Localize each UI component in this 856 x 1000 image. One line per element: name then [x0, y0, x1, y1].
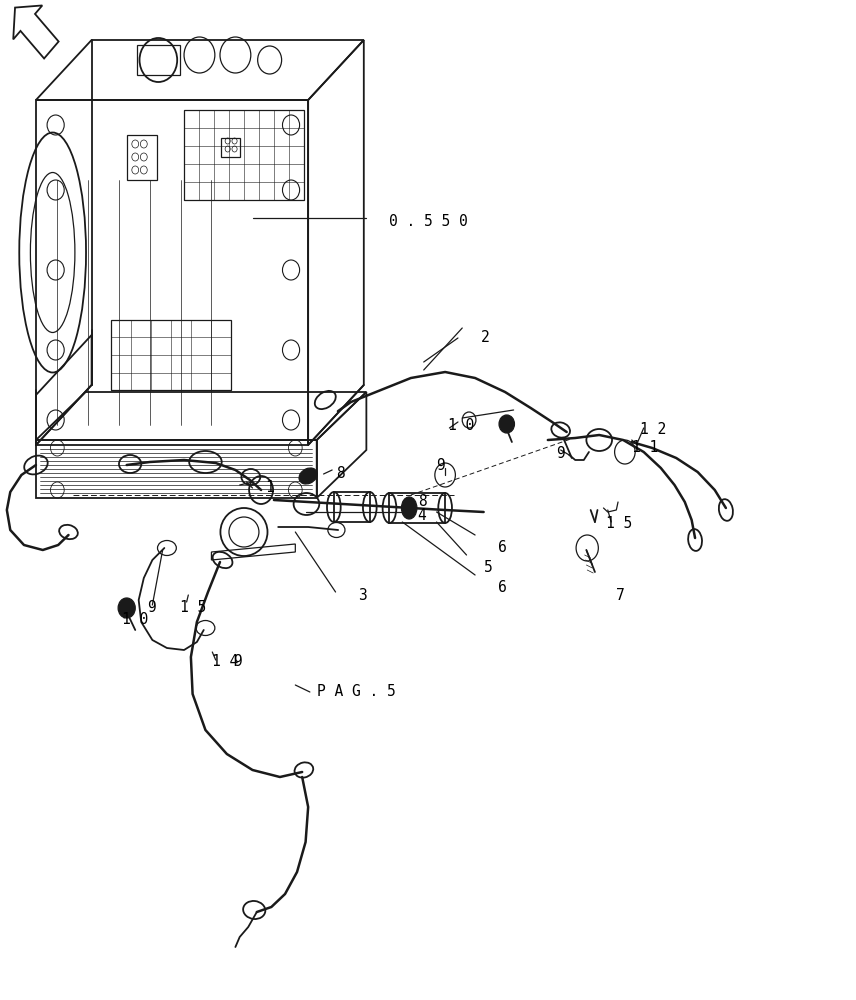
Text: 0 . 5 5 0: 0 . 5 5 0: [389, 215, 468, 230]
Text: 1 2: 1 2: [640, 422, 667, 438]
Text: 8: 8: [418, 494, 426, 510]
Text: 8: 8: [336, 466, 345, 481]
Text: 1: 1: [265, 481, 274, 495]
Text: 6: 6: [498, 540, 507, 554]
Text: 2: 2: [481, 330, 490, 344]
Text: 6: 6: [498, 580, 507, 594]
Text: 9: 9: [437, 458, 445, 474]
Text: 9: 9: [233, 654, 241, 670]
Text: 1 4: 1 4: [212, 654, 239, 670]
Ellipse shape: [401, 497, 417, 519]
Text: 5: 5: [484, 560, 492, 576]
Text: 1 5: 1 5: [180, 600, 206, 615]
Text: 1 0: 1 0: [122, 612, 149, 628]
Text: 1 5: 1 5: [606, 516, 633, 532]
Text: 1 0: 1 0: [448, 418, 474, 434]
Ellipse shape: [299, 468, 318, 484]
Text: 1 1: 1 1: [632, 440, 658, 456]
Text: 9: 9: [556, 446, 565, 462]
Text: 7: 7: [616, 588, 625, 603]
Text: P A G . 5: P A G . 5: [317, 684, 395, 700]
Text: 3: 3: [358, 587, 366, 602]
Circle shape: [118, 598, 135, 618]
Text: 4: 4: [418, 508, 426, 524]
Text: 9: 9: [147, 599, 156, 614]
Circle shape: [499, 415, 514, 433]
